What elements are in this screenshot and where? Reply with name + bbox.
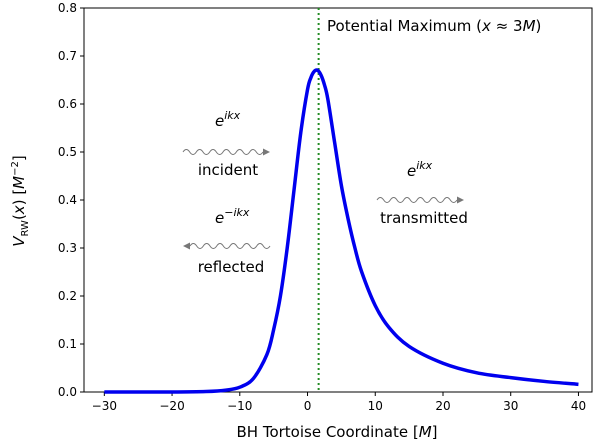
- y-tick-label: 0.7: [58, 49, 77, 63]
- y-tick-label: 0.5: [58, 145, 77, 159]
- x-axis-label-text: BH Tortoise Coordinate [: [237, 423, 419, 441]
- arrow-head: [263, 148, 270, 156]
- wave-line: [182, 149, 264, 155]
- transmitted-wave-arrow: [376, 196, 464, 204]
- x-tick-label: −30: [92, 399, 117, 413]
- y-tick-label: 0.8: [58, 1, 77, 15]
- y-tick-label: 0.6: [58, 97, 77, 111]
- y-axis-label: VRW(x) [M−2]: [10, 155, 31, 247]
- potential-curve: [104, 68, 579, 394]
- x-axis: −30 −20 −10 0 10 20 30 40: [92, 392, 586, 413]
- x-tick-label: 10: [368, 399, 383, 413]
- reflected-label: reflected: [198, 258, 265, 276]
- transmitted-label: transmitted: [380, 209, 468, 227]
- incident-wave-expression: eikx: [215, 109, 241, 130]
- y-tick-label: 0.4: [58, 193, 77, 207]
- arrow-head: [457, 196, 464, 204]
- incident-label: incident: [198, 161, 258, 179]
- transmitted-wave-expression: eikx: [407, 159, 433, 180]
- x-axis-label: BH Tortoise Coordinate [M]: [237, 423, 438, 441]
- reflected-wave-expression: e−ikx: [215, 206, 250, 227]
- x-tick-label: −10: [227, 399, 252, 413]
- wave-line: [189, 243, 271, 249]
- y-axis: 0.0 0.1 0.2 0.3 0.4 0.5 0.6 0.7 0.8: [58, 1, 84, 399]
- x-tick-label: 30: [503, 399, 518, 413]
- wave-line: [376, 197, 458, 203]
- y-tick-label: 0.1: [58, 337, 77, 351]
- reflected-wave-arrow: [183, 242, 271, 250]
- x-tick-label: −20: [159, 399, 184, 413]
- plot-frame: [83, 7, 593, 393]
- incident-wave-arrow: [182, 148, 270, 156]
- x-axis-label-unit: M: [419, 423, 432, 441]
- y-tick-label: 0.2: [58, 289, 77, 303]
- x-tick-label: 0: [304, 399, 312, 413]
- y-tick-label: 0.3: [58, 241, 77, 255]
- y-tick-label: 0.0: [58, 385, 77, 399]
- x-tick-label: 20: [435, 399, 450, 413]
- arrow-head: [183, 242, 190, 250]
- potential-max-label: Potential Maximum (x ≈ 3M): [327, 17, 541, 35]
- x-tick-label: 40: [571, 399, 586, 413]
